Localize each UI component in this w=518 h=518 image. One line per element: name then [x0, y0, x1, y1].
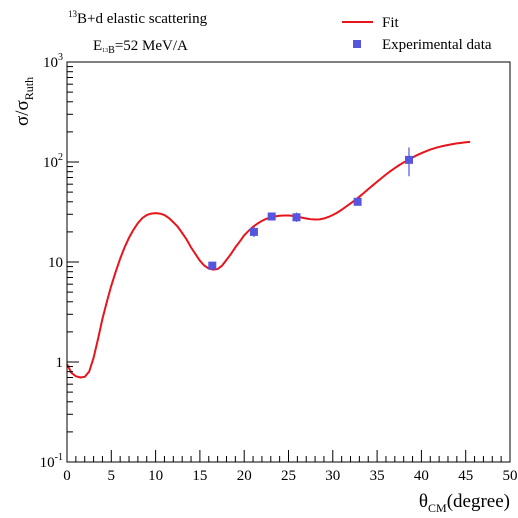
legend-fit-label: Fit — [382, 15, 400, 31]
y-tick-label: 10 — [48, 255, 63, 271]
x-tick-label: 50 — [503, 468, 518, 484]
x-tick-label: 20 — [237, 468, 252, 484]
annotation-line1: 13B+d elastic scattering — [68, 9, 208, 27]
x-tick-label: 0 — [63, 468, 71, 484]
tick-labels: 0 5 10 15 20 25 30 35 40 45 50 10-1 1 10 102 103 — [40, 52, 518, 484]
data-point — [267, 212, 276, 221]
x-tick-label: 40 — [414, 468, 429, 484]
y-tick-label: 103 — [43, 52, 63, 71]
y-axis-label: σ/σRuth — [12, 77, 36, 126]
x-tick-label: 35 — [370, 468, 385, 484]
data-point — [208, 261, 217, 270]
x-tick-label: 5 — [108, 468, 116, 484]
y-tick-label: 10-1 — [40, 452, 63, 471]
data-point — [404, 155, 413, 164]
legend-data-swatch — [353, 40, 361, 48]
axis-ticks — [66, 61, 511, 463]
legend: Fit Experimental data — [342, 15, 492, 53]
data-point — [249, 227, 258, 236]
data-point — [292, 213, 301, 222]
y-tick-label: 1 — [56, 355, 64, 371]
x-axis-label: θCM(degree) — [419, 491, 510, 515]
legend-data-label: Experimental data — [382, 37, 492, 53]
y-tick-label: 102 — [43, 152, 63, 171]
fit-curve — [66, 140, 471, 379]
plot-area: 0 5 10 15 20 25 30 35 40 45 50 10-1 1 10 102 103 — [40, 52, 518, 484]
x-tick-label: 15 — [192, 468, 207, 484]
data-points — [208, 147, 413, 270]
x-tick-label: 10 — [148, 468, 163, 484]
annotation-line2: E13B=52 MeV/A — [93, 38, 188, 56]
x-tick-label: 25 — [281, 468, 296, 484]
plot-frame — [66, 61, 511, 463]
data-point — [353, 197, 362, 206]
x-tick-label: 45 — [458, 468, 473, 484]
x-tick-label: 30 — [325, 468, 340, 484]
